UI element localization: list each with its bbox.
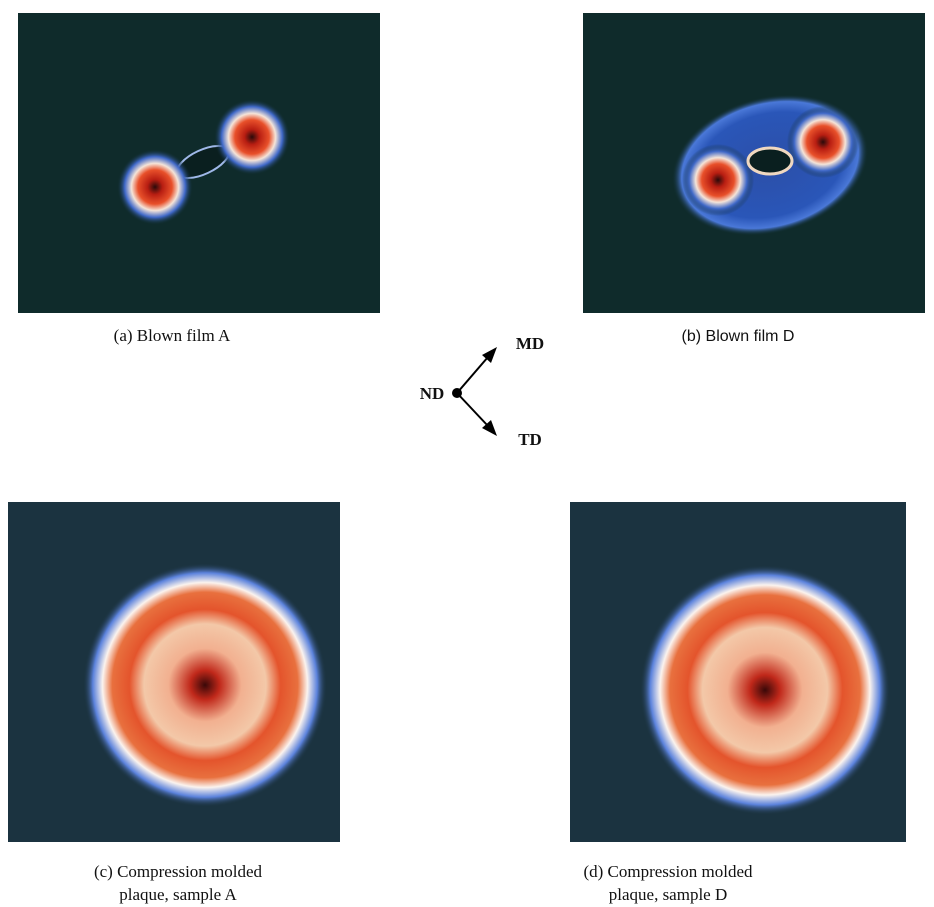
scattering-spot: [214, 99, 290, 175]
scattering-ring: [83, 563, 327, 807]
scattering-spot: [117, 149, 193, 225]
direction-label: TD: [518, 430, 542, 449]
caption: (b) Blown film D: [682, 328, 795, 345]
caption: (d) Compression molded: [583, 862, 753, 881]
scattering-spot: [682, 144, 754, 216]
scattering-spot: [787, 106, 859, 178]
caption: (c) Compression molded: [94, 862, 263, 881]
beam-stop: [748, 148, 792, 174]
caption: plaque, sample A: [119, 885, 237, 904]
figure: (a) Blown film A (b) Blown film D ND MD …: [0, 0, 934, 907]
direction-label: ND: [420, 384, 445, 403]
page: {"panels": [ {"caption": ["(a) Blown fil…: [0, 0, 934, 907]
arrow: [457, 393, 488, 426]
direction-label: MD: [516, 334, 544, 353]
scattering-ring: [640, 565, 890, 815]
arrow: [457, 357, 488, 393]
caption: plaque, sample D: [609, 885, 728, 904]
caption: (a) Blown film A: [114, 326, 231, 345]
